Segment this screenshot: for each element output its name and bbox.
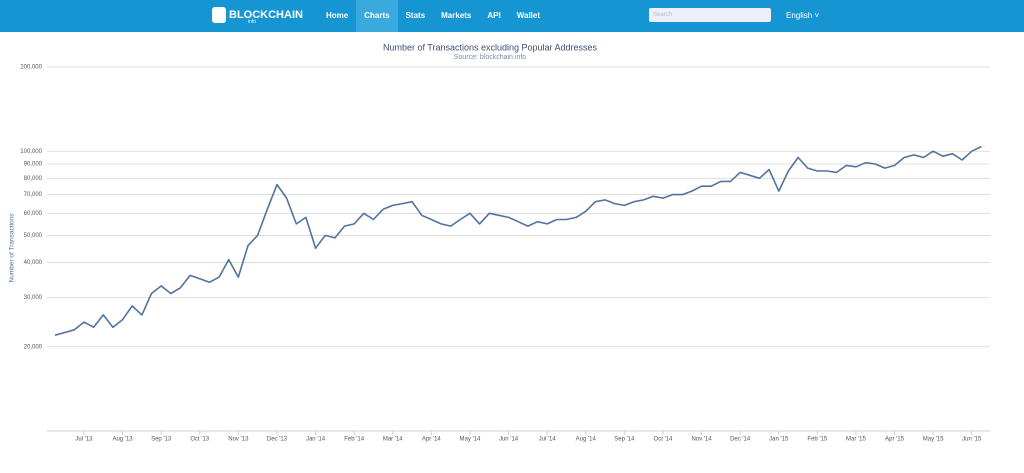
y-tick-label: 30,000 [24, 295, 43, 301]
x-tick-label: May '14 [460, 437, 481, 443]
x-tick-label: Mar '15 [846, 437, 866, 443]
y-tick-label: 70,000 [24, 192, 43, 198]
search-box[interactable]: Search [649, 8, 771, 22]
logo[interactable]: BLOCKCHAIN [212, 7, 303, 23]
x-tick-label: Jun '15 [962, 437, 982, 443]
x-tick-label: Mar '14 [383, 437, 403, 443]
y-tick-label: 50,000 [24, 233, 43, 239]
y-axis-label: Number of Transactions [9, 213, 16, 283]
nav-link[interactable]: Stats [405, 11, 426, 20]
nav-link[interactable]: Markets [441, 11, 472, 20]
data-line [54, 145, 982, 336]
y-tick-label: 60,000 [24, 211, 43, 217]
nav-link[interactable]: Wallet [516, 11, 540, 20]
x-tick-label: Apr '14 [422, 437, 441, 443]
x-tick-label: Jan '14 [306, 437, 326, 443]
x-tick-label: Feb '15 [807, 437, 827, 443]
y-tick-label: 80,000 [24, 176, 43, 182]
y-tick-label: 40,000 [24, 260, 43, 266]
x-tick-label: Sep '14 [614, 437, 635, 443]
chart: Number of Transactions excluding Popular… [9, 42, 990, 443]
x-tick-label: Oct '13 [190, 437, 209, 443]
y-tick-label: 200,000 [20, 65, 42, 71]
chart-title: Number of Transactions excluding Popular… [383, 42, 598, 52]
x-tick-label: May '15 [923, 437, 944, 443]
x-tick-label: Nov '13 [228, 437, 249, 443]
language: English [786, 11, 813, 20]
nav-link[interactable]: Charts [356, 0, 398, 32]
x-tick-label: Feb '14 [344, 437, 364, 443]
x-tick-label: Dec '14 [730, 437, 751, 443]
x-tick-label: Jan '15 [769, 437, 789, 443]
x-tick-label: Jul '14 [539, 437, 557, 443]
y-tick-label: 20,000 [24, 344, 43, 350]
navbar: BLOCKCHAIN info Home Charts Stats Markets AP… [0, 0, 1024, 32]
y-tick-label: 100,000 [20, 149, 42, 155]
x-tick-label: Jul '13 [75, 437, 93, 443]
x-tick-label: Dec '13 [267, 437, 288, 443]
chart-subtitle: Source: blockchain.info [454, 54, 526, 61]
x-tick-label: Aug '13 [112, 437, 133, 443]
x-tick-label: Nov '14 [691, 437, 712, 443]
x-tick-label: Oct '14 [654, 437, 673, 443]
y-tick-label: 90,000 [24, 162, 43, 168]
x-tick-label: Jun '14 [499, 437, 519, 443]
nav-link[interactable]: Home [326, 11, 349, 20]
x-tick-label: Sep '13 [151, 437, 172, 443]
logo-text: BLOCKCHAIN [229, 8, 303, 21]
x-tick-label: Apr '15 [885, 437, 904, 443]
logo-sub: info [248, 19, 257, 25]
x-tick-label: Aug '14 [576, 437, 597, 443]
nav-link[interactable]: API [487, 11, 501, 20]
language-menu[interactable]: English ˅ [786, 11, 820, 20]
nav-links: Home Charts Stats Markets API Wallet [318, 0, 548, 32]
